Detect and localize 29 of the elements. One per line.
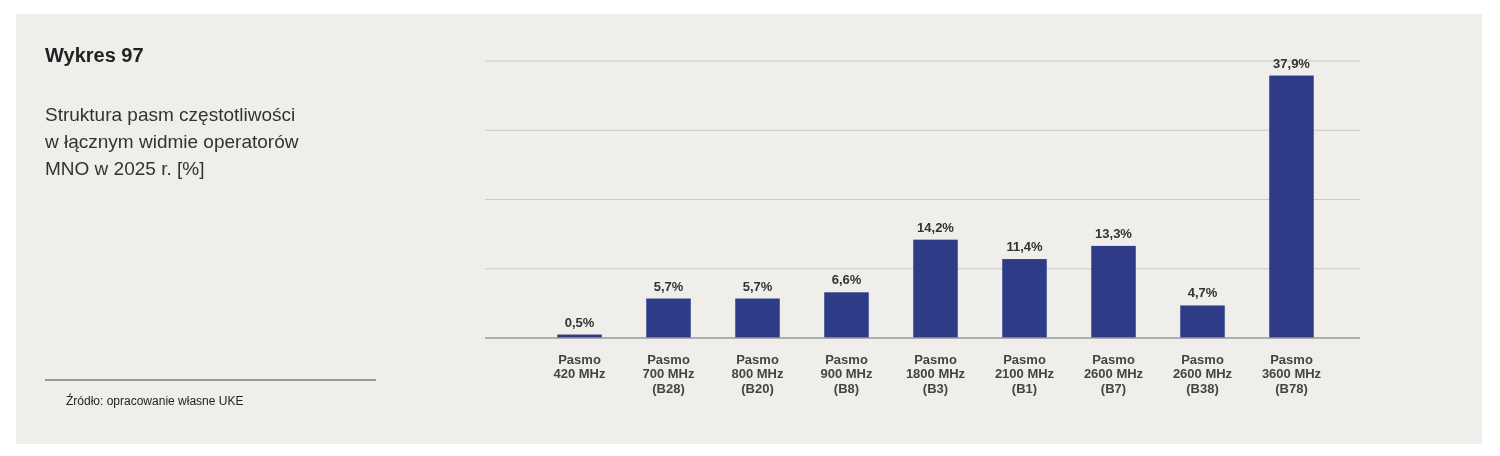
data-label: 14,2% bbox=[917, 219, 955, 235]
text: Źródło: opracowanie własne UKE bbox=[66, 393, 244, 408]
x-tick-label: Pasmo 2100 MHz (B1) bbox=[994, 352, 1055, 396]
x-tick-label: Pasmo 700 MHz (B28) bbox=[642, 352, 695, 396]
x-tick-label: Pasmo 420 MHz bbox=[553, 352, 606, 382]
bar bbox=[1180, 305, 1225, 338]
data-label: 4,7% bbox=[1187, 285, 1218, 301]
x-tick-label: Pasmo 900 MHz (B8) bbox=[820, 352, 873, 396]
x-tick-label: Pasmo 2600 MHz (B38) bbox=[1172, 352, 1233, 396]
bar bbox=[1269, 75, 1314, 338]
data-label: 5,7% bbox=[742, 278, 773, 294]
data-label: 0,5% bbox=[564, 314, 595, 330]
x-tick-label: Pasmo 1800 MHz (B3) bbox=[905, 352, 966, 396]
data-label: 6,6% bbox=[831, 272, 862, 288]
x-tick-label: Pasmo 2600 MHz (B7) bbox=[1083, 352, 1144, 396]
data-label: 11,4% bbox=[1006, 239, 1044, 255]
x-tick-label: Pasmo 3600 MHz (B78) bbox=[1261, 352, 1322, 396]
text: Struktura pasm częstotliwości w łącznym widmie operatorów MNO w 2025 r. [%] bbox=[44, 104, 299, 179]
bar bbox=[735, 298, 780, 338]
data-label: 37,9% bbox=[1273, 55, 1311, 71]
bar bbox=[1091, 245, 1136, 338]
bar bbox=[1002, 259, 1047, 338]
bar bbox=[913, 239, 958, 338]
data-label: 5,7% bbox=[653, 278, 684, 294]
data-label: 13,3% bbox=[1095, 225, 1133, 241]
bar bbox=[824, 292, 869, 338]
x-tick-label: Pasmo 800 MHz (B20) bbox=[731, 352, 784, 396]
text: Wykres 97 bbox=[45, 44, 144, 66]
bar bbox=[646, 298, 691, 338]
